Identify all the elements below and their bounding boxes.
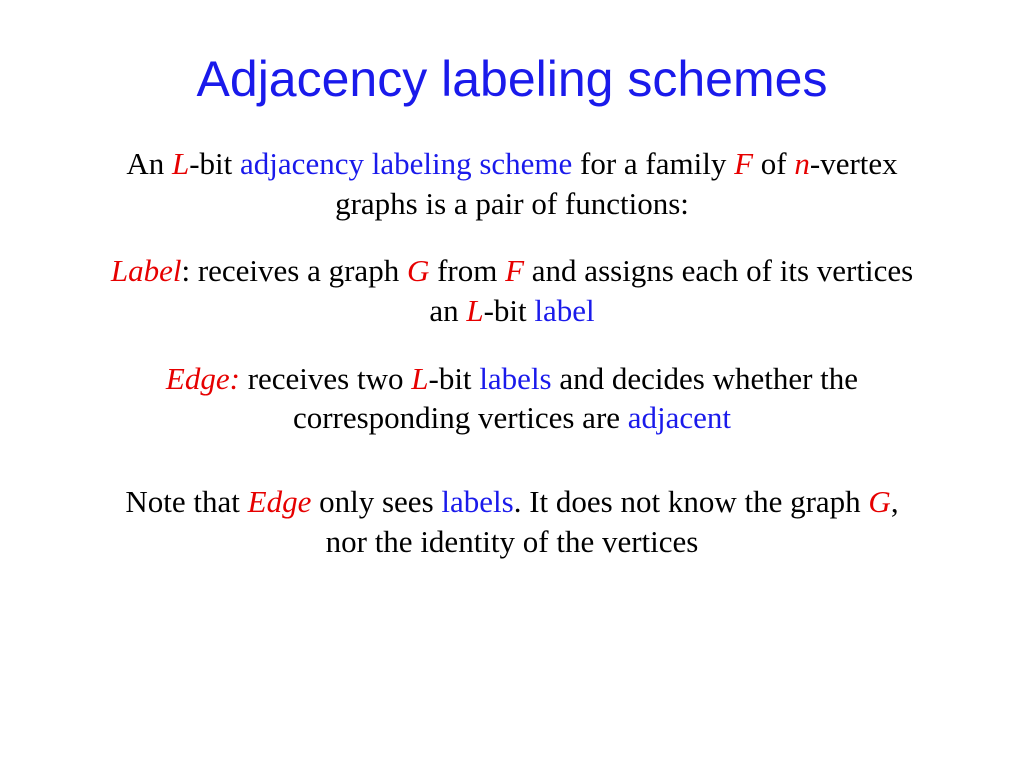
- var-G: G: [868, 484, 890, 519]
- text: Note that: [125, 484, 247, 519]
- term-labels-blue: labels: [441, 484, 513, 519]
- text: for a family: [572, 146, 734, 181]
- term-edge: Edge: [248, 484, 312, 519]
- var-L: L: [172, 146, 189, 181]
- var-F: F: [505, 253, 524, 288]
- text: of: [753, 146, 794, 181]
- text: -bit: [484, 293, 535, 328]
- term-labels-blue: labels: [479, 361, 551, 396]
- term-edge: Edge:: [166, 361, 240, 396]
- var-G: G: [407, 253, 429, 288]
- text: . It does not know the graph: [514, 484, 869, 519]
- slide: Adjacency labeling schemes An L-bit adja…: [0, 0, 1024, 768]
- text: -bit: [189, 146, 240, 181]
- var-L: L: [466, 293, 483, 328]
- term-label-blue: label: [534, 293, 594, 328]
- paragraph-note: Note that Edge only sees labels. It does…: [102, 482, 922, 561]
- term-scheme: adjacency labeling scheme: [240, 146, 572, 181]
- text: An: [126, 146, 172, 181]
- text: only sees: [311, 484, 441, 519]
- slide-title: Adjacency labeling schemes: [60, 50, 964, 108]
- paragraph-label: Label: receives a graph G from F and ass…: [102, 251, 922, 330]
- paragraph-intro: An L-bit adjacency labeling scheme for a…: [102, 144, 922, 223]
- term-label: Label: [111, 253, 182, 288]
- var-F: F: [734, 146, 753, 181]
- term-adjacent: adjacent: [628, 400, 731, 435]
- text: : receives a graph: [181, 253, 407, 288]
- var-n: n: [794, 146, 810, 181]
- text: -bit: [429, 361, 480, 396]
- text: receives two: [240, 361, 411, 396]
- text: from: [429, 253, 505, 288]
- var-L: L: [411, 361, 428, 396]
- paragraph-edge: Edge: receives two L-bit labels and deci…: [102, 359, 922, 438]
